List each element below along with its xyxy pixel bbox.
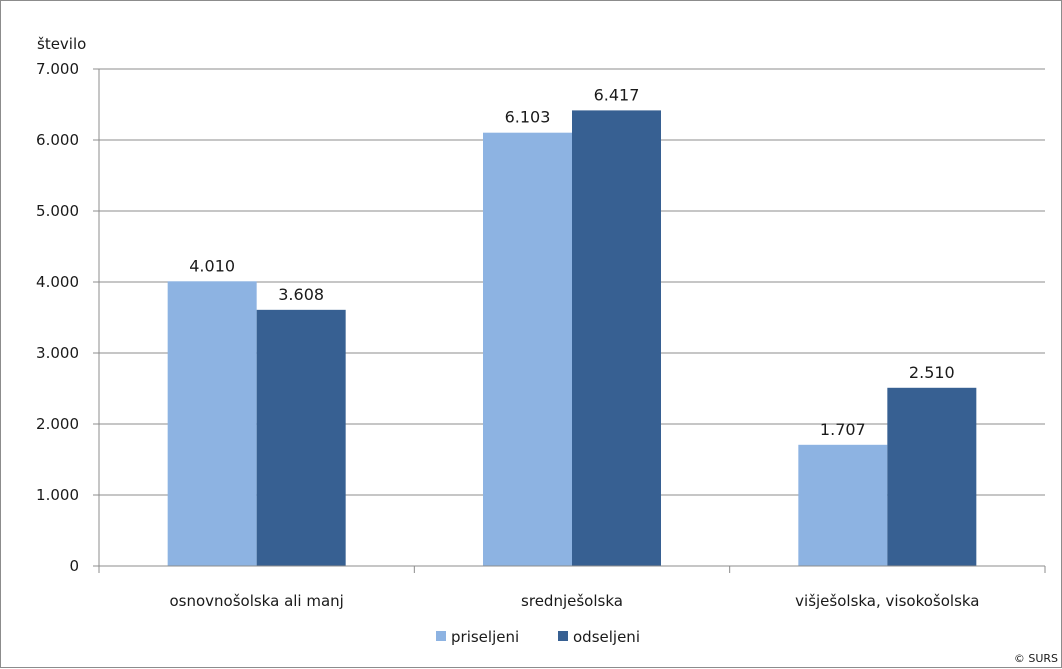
bar-odseljeni bbox=[256, 309, 346, 566]
y-tick-label: 4.000 bbox=[36, 273, 79, 291]
data-label-odseljeni: 6.417 bbox=[594, 85, 640, 104]
bar-priseljeni bbox=[167, 281, 257, 566]
legend: priseljeni odseljeni bbox=[436, 628, 640, 646]
y-tick-label: 6.000 bbox=[36, 131, 79, 149]
data-labels: 4.010 3.608 6.103 6.417 1.707 2.510 bbox=[189, 85, 954, 438]
source-credit: © SURS bbox=[1014, 652, 1058, 665]
bars bbox=[167, 110, 977, 566]
y-axis-unit-label: število bbox=[37, 35, 86, 53]
bar-priseljeni bbox=[483, 132, 572, 566]
data-label-priseljeni: 4.010 bbox=[189, 256, 235, 275]
legend-label-priseljeni: priseljeni bbox=[451, 628, 519, 646]
legend-swatch-priseljeni bbox=[436, 631, 446, 641]
y-axis-tick-labels: 0 1.000 2.000 3.000 4.000 5.000 6.000 7.000 bbox=[36, 60, 79, 575]
data-label-priseljeni: 1.707 bbox=[820, 420, 866, 439]
x-category-label: srednješolska bbox=[521, 592, 623, 610]
y-tick-label: 2.000 bbox=[36, 415, 79, 433]
data-label-priseljeni: 6.103 bbox=[505, 108, 551, 127]
bar-odseljeni bbox=[572, 110, 661, 566]
x-category-label: višješolska, visokošolska bbox=[795, 592, 979, 610]
bar-odseljeni bbox=[887, 387, 977, 566]
legend-label-odseljeni: odseljeni bbox=[573, 628, 640, 646]
x-axis-category-labels: osnovnošolska ali manj srednješolska višje… bbox=[169, 592, 979, 610]
y-tick-label: 5.000 bbox=[36, 202, 79, 220]
y-tick-label: 3.000 bbox=[36, 344, 79, 362]
y-tick-label: 1.000 bbox=[36, 486, 79, 504]
y-tick-label: 7.000 bbox=[36, 60, 79, 78]
x-axis bbox=[98, 69, 1046, 573]
bar-priseljeni bbox=[798, 444, 888, 566]
x-category-label: osnovnošolska ali manj bbox=[169, 592, 343, 610]
legend-swatch-odseljeni bbox=[558, 631, 568, 641]
y-tick-label: 0 bbox=[69, 557, 79, 575]
data-label-odseljeni: 3.608 bbox=[278, 285, 324, 304]
data-label-odseljeni: 2.510 bbox=[909, 363, 955, 382]
